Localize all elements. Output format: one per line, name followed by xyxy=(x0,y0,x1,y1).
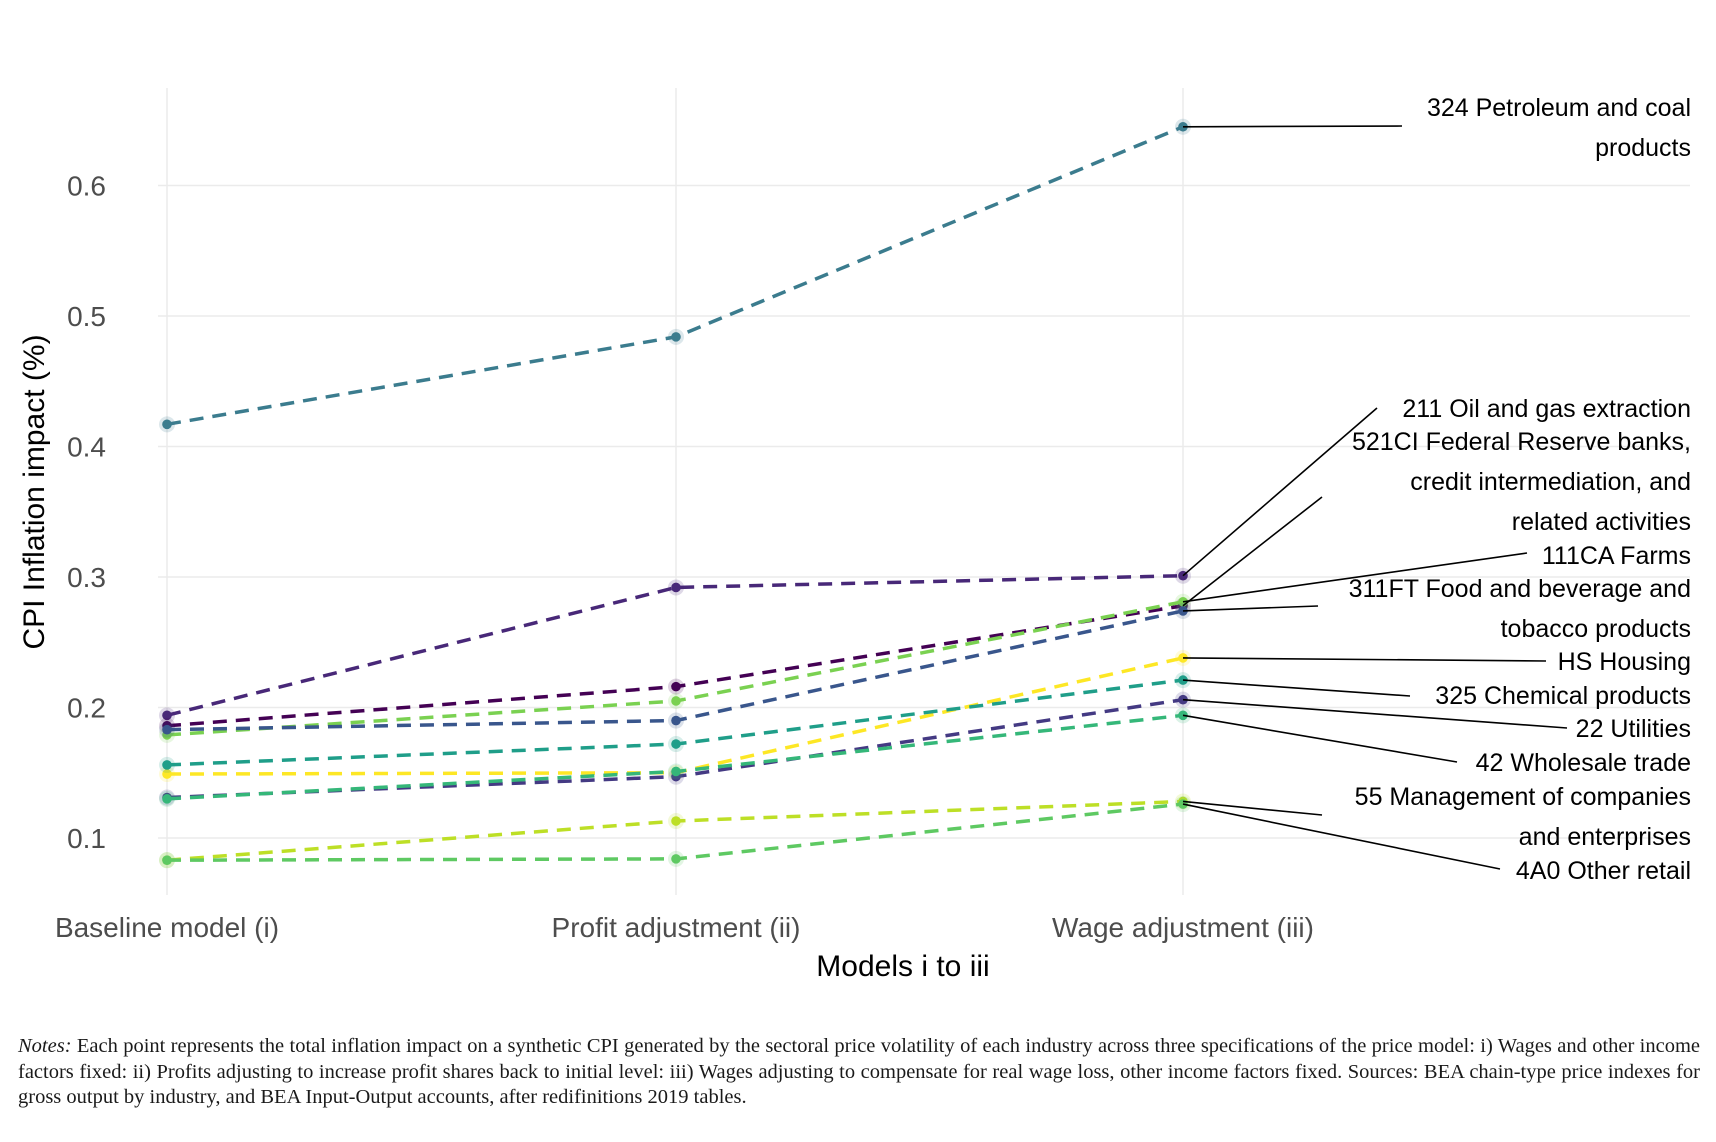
y-tick-label: 0.1 xyxy=(67,823,106,854)
label-connector xyxy=(1182,125,1403,128)
x-tick-label: Baseline model (i) xyxy=(55,912,279,943)
series-label: and enterprises xyxy=(1519,823,1691,851)
series-label: 22 Utilities xyxy=(1576,715,1691,743)
label-connectors xyxy=(1182,125,1568,870)
y-tick-label: 0.6 xyxy=(67,171,106,202)
data-point xyxy=(671,582,681,593)
label-connector xyxy=(1182,657,1547,662)
x-axis-title: Models i to iii xyxy=(816,950,989,983)
notes-prefix: Notes: xyxy=(18,1035,72,1057)
data-point xyxy=(671,696,681,706)
label-connector xyxy=(1182,496,1323,607)
data-point xyxy=(671,854,681,864)
data-point xyxy=(162,760,172,770)
y-axis-ticks: 0.1 0.2 0.3 0.4 0.5 0.6 xyxy=(67,171,106,855)
series-label: 111CA Farms xyxy=(1542,542,1691,570)
figure-notes: Notes: Each point represents the total i… xyxy=(18,1034,1700,1111)
data-point xyxy=(671,766,681,777)
series-labels: 324 Petroleum and coal products 211 Oil an… xyxy=(1349,94,1691,885)
y-tick-label: 0.4 xyxy=(67,432,106,463)
data-point xyxy=(162,419,172,430)
data-point xyxy=(162,769,172,779)
series-label: 4A0 Other retail xyxy=(1516,857,1691,885)
data-point xyxy=(162,794,172,804)
x-tick-label: Profit adjustment (ii) xyxy=(552,912,801,943)
series-label: 55 Management of companies xyxy=(1355,783,1691,811)
data-point xyxy=(671,332,681,342)
label-connector xyxy=(1182,714,1458,763)
series-label: 325 Chemical products xyxy=(1435,682,1691,710)
series-label: related activities xyxy=(1512,508,1691,536)
series-label: tobacco products xyxy=(1501,615,1691,643)
series-label: credit intermediation, and xyxy=(1410,468,1691,496)
series-lines xyxy=(159,118,1191,869)
grid-lines xyxy=(158,88,1690,895)
x-tick-label: Wage adjustment (iii) xyxy=(1052,912,1314,943)
series-label: 42 Wholesale trade xyxy=(1476,749,1691,777)
series-line xyxy=(166,609,1184,732)
data-point xyxy=(671,715,681,726)
data-point xyxy=(671,816,681,826)
label-connector xyxy=(1182,800,1323,816)
label-connector xyxy=(1182,679,1411,697)
label-connector xyxy=(1182,407,1378,577)
y-axis-title: CPI Inflation impact (%) xyxy=(18,334,51,649)
series-label: 311FT Food and beverage and xyxy=(1349,575,1691,603)
series-label: 521CI Federal Reserve banks, xyxy=(1352,428,1691,456)
data-point xyxy=(162,710,172,721)
series-label: HS Housing xyxy=(1558,648,1691,676)
notes-text: Each point represents the total inflatio… xyxy=(18,1035,1700,1108)
series-label: 324 Petroleum and coal xyxy=(1427,94,1691,122)
series-line xyxy=(166,125,1184,427)
label-connector xyxy=(1182,605,1319,612)
y-tick-label: 0.2 xyxy=(67,693,106,724)
y-tick-label: 0.5 xyxy=(67,301,106,332)
data-point xyxy=(671,681,681,692)
x-axis-ticks: Baseline model (i) Profit adjustment (ii)… xyxy=(55,912,1314,943)
series-label: 211 Oil and gas extraction xyxy=(1402,395,1691,423)
series-label: products xyxy=(1595,134,1691,162)
label-connector xyxy=(1182,698,1568,729)
y-tick-label: 0.3 xyxy=(67,562,106,593)
label-connector xyxy=(1182,552,1528,603)
series-line xyxy=(166,573,1184,718)
data-point xyxy=(162,855,172,865)
data-point xyxy=(162,724,172,735)
data-point xyxy=(671,739,681,749)
label-connector xyxy=(1182,803,1501,870)
